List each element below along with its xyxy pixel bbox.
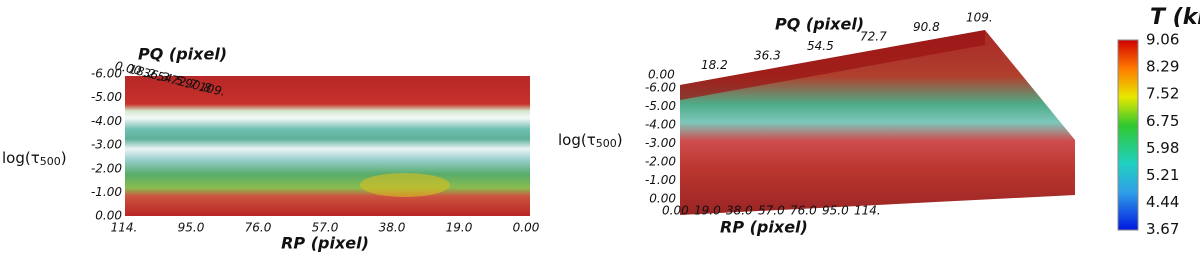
pq-tick-label: 109. [966, 11, 993, 25]
pq-tick-label: 109. [198, 80, 227, 99]
colorbar-tick-label: 5.98 [1146, 139, 1179, 157]
pq-tick-label: 90.8 [184, 76, 213, 95]
pq-tick-label: 36.3 [754, 49, 781, 63]
volume-feature [360, 173, 450, 197]
pq-tick-label: 72.7 [170, 73, 199, 92]
rp-tick-label: 38.0 [379, 221, 406, 235]
y-axis-label: log(τ500) [2, 149, 67, 169]
rp-tick-label: 76.0 [245, 221, 272, 235]
rp-tick-label: 57.0 [312, 221, 339, 235]
y-tick-label: -2.00 [645, 155, 676, 169]
pq-tick-label: 90.8 [913, 20, 940, 34]
rp-tick-label: 95.0 [178, 221, 205, 235]
colorbar-tick-label: 8.29 [1146, 58, 1179, 76]
y-tick-label: -1.00 [91, 185, 122, 199]
colorbar-tick-label: 9.06 [1146, 31, 1179, 49]
rp-axis-label: RP (pixel) [281, 234, 369, 253]
rp-axis-label: RP (pixel) [720, 218, 808, 237]
colorbar-tick-label: 3.67 [1146, 220, 1179, 238]
pq-tick-label: 18.2 [128, 62, 157, 81]
pq-tick-label: 72.7 [860, 30, 887, 44]
colorbar-tick-label: 5.21 [1146, 166, 1179, 184]
pq-tick-label: 18.2 [701, 58, 728, 72]
pq-tick-label: 54.5 [807, 39, 834, 53]
volume-top [680, 30, 985, 100]
colorbar-tick-label: 6.75 [1146, 112, 1179, 130]
rp-tick-label: 95.0 [822, 204, 849, 218]
pq-tick-label: 0.00 [114, 59, 143, 78]
pq-tick-label: 54.5 [156, 69, 185, 88]
rp-tick-label: 57.0 [758, 204, 785, 218]
y-label-main: log(τ [558, 131, 596, 149]
y-label-sub: 500 [40, 155, 61, 168]
y-tick-label: 0.00 [95, 209, 122, 223]
pq-tick-label: 36.3 [142, 66, 171, 85]
rp-tick-label: 0.00 [513, 221, 540, 235]
y-tick-label: -3.00 [91, 138, 122, 152]
rp-tick-label: 19.0 [694, 204, 721, 218]
y-tick-label: -5.00 [645, 99, 676, 113]
pq-axis-label: PQ (pixel) [775, 15, 864, 34]
y-tick-label: -3.00 [645, 136, 676, 150]
colorbar-tick-label: 7.52 [1146, 85, 1179, 103]
colorbar [1117, 39, 1139, 231]
rp-tick-label: 114. [854, 204, 881, 218]
pq-axis-label: PQ (pixel) [138, 45, 227, 64]
y-tick-label: -4.00 [91, 114, 122, 128]
rp-tick-label: 0.00 [662, 204, 689, 218]
y-tick-label: -6.00 [91, 67, 122, 81]
rp-tick-label: 19.0 [446, 221, 473, 235]
y-tick-label: -4.00 [645, 118, 676, 132]
y-label-sub: 500 [596, 137, 617, 150]
y-tick-label: -1.00 [645, 173, 676, 187]
y-label-main: log(τ [2, 149, 40, 167]
y-tick-label: -5.00 [91, 90, 122, 104]
pq-tick-label: 0.00 [648, 68, 675, 82]
y-axis-label: log(τ500) [558, 131, 623, 151]
rp-tick-label: 114. [111, 221, 138, 235]
colorbar-tick-label: 4.44 [1146, 193, 1179, 211]
rp-tick-label: 38.0 [726, 204, 753, 218]
y-tick-label: -6.00 [645, 81, 676, 95]
y-tick-label: -2.00 [91, 161, 122, 175]
y-tick-label: 0.00 [649, 192, 676, 206]
rp-tick-label: 76.0 [790, 204, 817, 218]
volume-render [125, 76, 530, 216]
y-label-end: ) [617, 131, 623, 149]
y-label-end: ) [61, 149, 67, 167]
colorbar-title: T (kK) [1150, 5, 1200, 30]
